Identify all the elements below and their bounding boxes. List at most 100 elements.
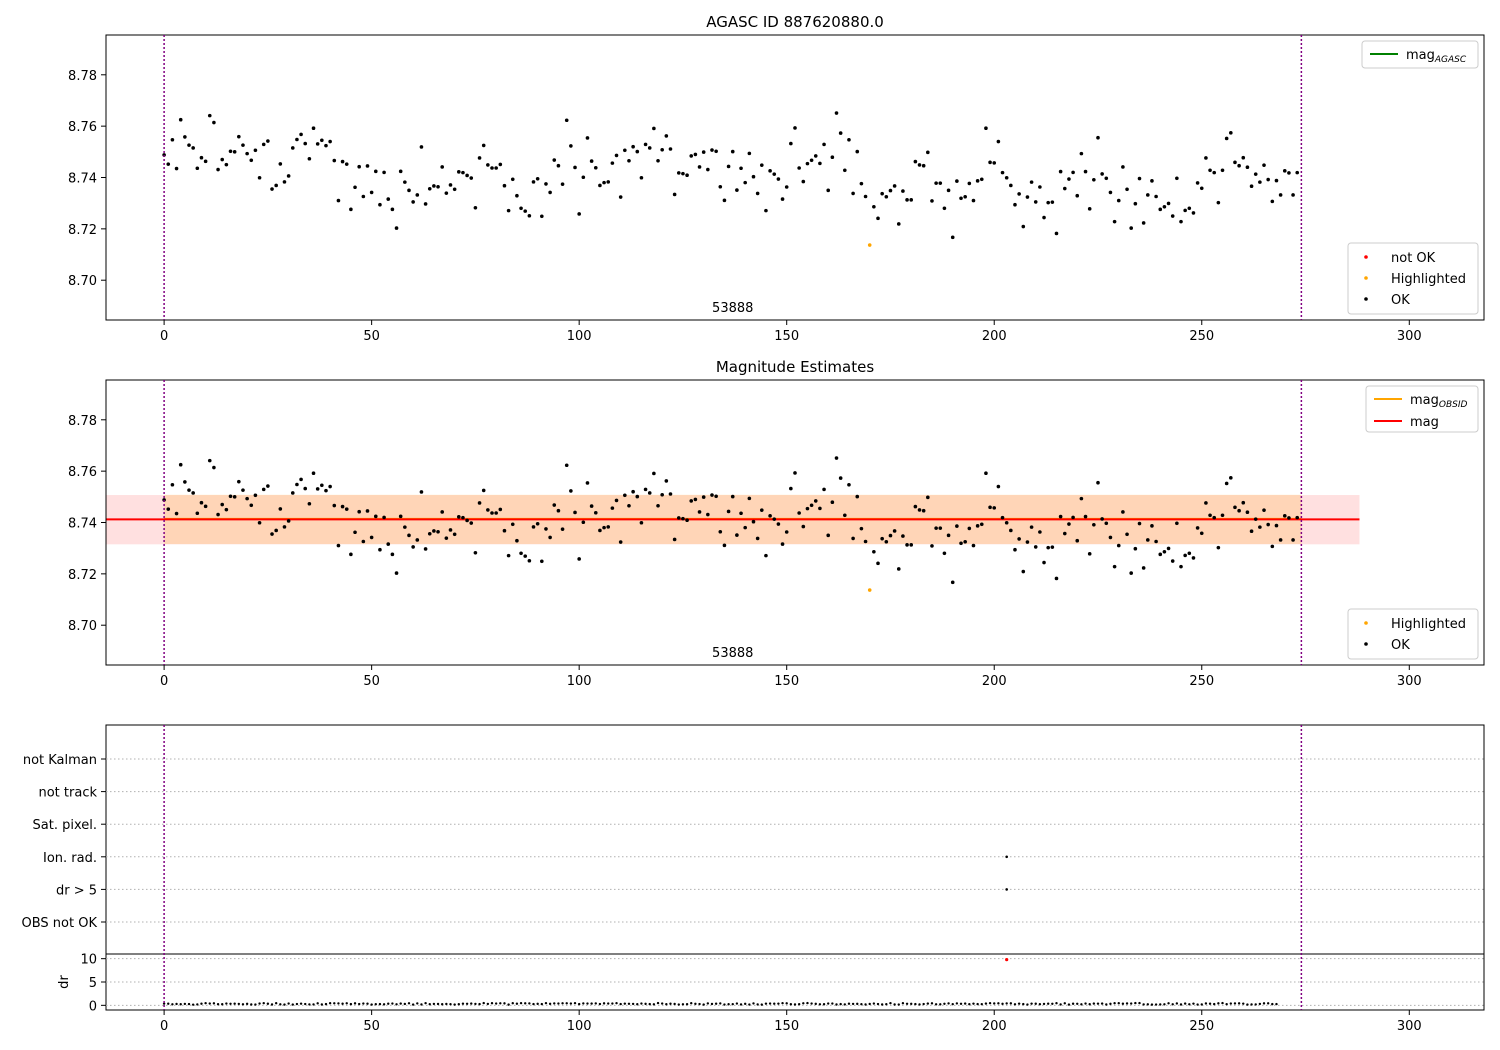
ok-point	[465, 518, 469, 523]
ok-point	[1266, 522, 1270, 527]
ok-point	[1092, 178, 1096, 182]
y-tick-label: 8.76	[68, 465, 97, 480]
ok-point	[1009, 183, 1013, 188]
ok-point	[979, 522, 984, 527]
dr-point	[196, 1003, 199, 1006]
dr-point	[407, 1002, 411, 1005]
ok-point	[220, 502, 225, 507]
dr-point	[631, 1002, 635, 1006]
dr-point	[1192, 1002, 1195, 1005]
dr-point	[266, 1002, 270, 1005]
x-tick-label: 150	[774, 329, 799, 344]
flag-label: OBS not OK	[22, 916, 98, 931]
flag-label: Sat. pixel.	[33, 818, 97, 833]
ok-point	[1062, 186, 1067, 191]
ok-point	[290, 491, 295, 495]
x-tick-label: 100	[567, 329, 592, 344]
ok-point	[1129, 226, 1133, 230]
ok-point	[809, 158, 814, 163]
ok-point	[884, 194, 889, 199]
ok-point	[398, 169, 403, 174]
dr-point	[532, 1002, 535, 1006]
dr-point	[1229, 1002, 1233, 1005]
dr-point	[316, 1002, 319, 1005]
y-tick-label: 8.74	[68, 517, 97, 532]
ok-point	[357, 164, 361, 169]
ok-point	[1287, 171, 1291, 175]
ok-point	[967, 181, 972, 186]
ok-point	[689, 154, 694, 158]
dr-point	[602, 1002, 606, 1005]
ok-point	[1108, 190, 1113, 195]
dr-point	[926, 1002, 930, 1005]
ok-point	[498, 162, 503, 167]
ok-point	[315, 487, 320, 491]
dr-point	[544, 1001, 548, 1005]
dr-point	[167, 1002, 170, 1005]
ok-point	[174, 166, 179, 171]
ok-point	[623, 493, 627, 498]
ok-point	[1042, 560, 1046, 565]
ok-point	[419, 490, 424, 494]
ok-point	[759, 163, 764, 167]
dr-point	[370, 1003, 373, 1006]
ok-point	[743, 525, 747, 530]
ok-point	[710, 148, 714, 152]
dr-point	[233, 1002, 236, 1005]
dr-point	[362, 1002, 365, 1005]
ok-point	[747, 151, 752, 156]
ok-point	[647, 491, 652, 495]
ok-point	[1108, 535, 1113, 540]
dr-point	[482, 1001, 485, 1005]
dr-point	[171, 1003, 174, 1006]
ok-point	[901, 534, 905, 538]
dr-point	[212, 1002, 216, 1005]
ok-point	[888, 533, 893, 538]
dr-point	[885, 1003, 888, 1006]
ok-point	[1233, 160, 1237, 165]
ok-point	[1166, 201, 1171, 206]
ok-point	[1154, 539, 1158, 544]
ok-point	[378, 547, 382, 552]
ok-point	[523, 554, 528, 558]
ok-point	[776, 177, 781, 181]
ok-point	[909, 543, 914, 547]
dr-point	[411, 1003, 415, 1006]
ok-point	[681, 171, 685, 176]
dr-point	[524, 1002, 527, 1005]
x-tick-label: 150	[774, 1019, 799, 1034]
dr-point	[1113, 1002, 1116, 1005]
ok-point	[1000, 170, 1005, 175]
ok-point	[1054, 576, 1059, 581]
ok-point	[872, 549, 876, 554]
ok-point	[1175, 176, 1179, 181]
dr-point	[366, 1002, 369, 1005]
ok-point	[527, 213, 532, 218]
dr-point	[752, 1002, 755, 1005]
ok-point	[602, 525, 606, 530]
ok-point	[955, 179, 959, 183]
ok-point	[606, 525, 611, 529]
ok-point	[295, 137, 299, 142]
dr-point	[254, 1003, 257, 1006]
ok-point	[473, 550, 478, 555]
ok-point	[1183, 208, 1187, 213]
ok-point	[585, 136, 590, 140]
ok-point	[1125, 532, 1129, 537]
ok-point	[452, 532, 457, 537]
dr-point	[391, 1002, 394, 1005]
dr-point	[349, 1002, 353, 1006]
dr-point	[1250, 1003, 1253, 1006]
y-tick-label: 8.70	[68, 274, 97, 289]
legend-point-label: not OK	[1391, 251, 1436, 266]
ok-point	[1004, 520, 1009, 525]
ok-point	[967, 526, 972, 531]
ok-point	[959, 196, 963, 201]
ok-point	[789, 486, 793, 491]
ok-point	[930, 199, 934, 203]
ok-point	[1100, 172, 1104, 176]
ok-point	[540, 559, 544, 564]
dr-point	[611, 1002, 614, 1005]
dr-point	[1034, 1002, 1037, 1005]
ok-point	[1141, 221, 1146, 225]
